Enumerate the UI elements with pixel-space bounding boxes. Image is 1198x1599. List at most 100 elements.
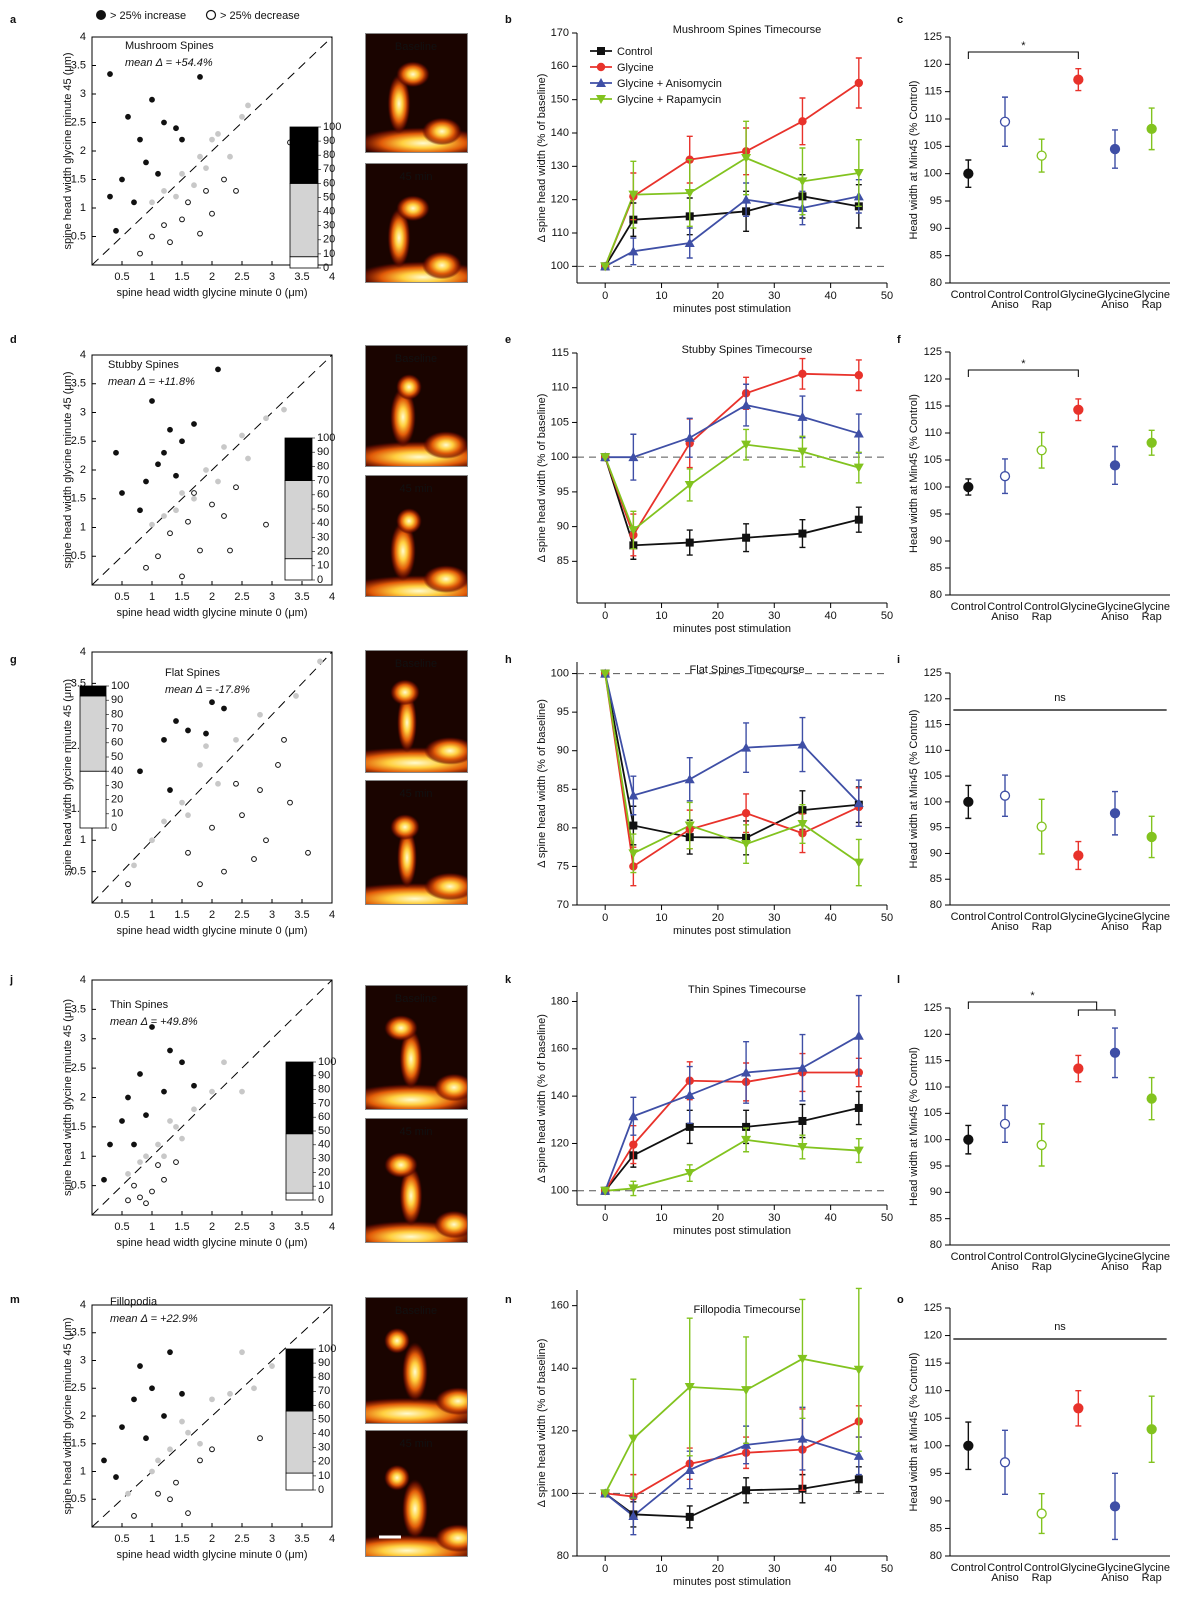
y-axis-label: Head width at Min45 (% Control) (908, 710, 920, 869)
y-tick-label: 80 (930, 589, 942, 601)
scatter-point (131, 1513, 137, 1519)
x-tick-label: 1.5 (174, 591, 189, 603)
y-tick-label: 140 (551, 127, 569, 139)
x-tick-label: 40 (825, 290, 837, 302)
y-tick-label: 95 (930, 1467, 942, 1479)
y-axis-label: Δ spine head width (% of baseline) (536, 699, 548, 868)
inset-tick-label: 100 (317, 432, 335, 444)
scatter-point (203, 467, 209, 473)
marker (742, 1122, 751, 1131)
x-tick-label: 0.5 (114, 1221, 129, 1233)
dot (999, 1457, 1011, 1468)
signal (424, 736, 468, 765)
inset-tick-label: 90 (111, 694, 123, 706)
x-tick-label: Rap (1142, 1261, 1162, 1273)
y-tick-label: 110 (551, 227, 569, 239)
y-tick-label: 140 (551, 1090, 569, 1102)
marker (628, 1434, 639, 1444)
scatter-point (227, 1390, 233, 1397)
x-tick-label: 50 (881, 912, 893, 924)
y-tick-label: 1.5 (71, 1121, 86, 1133)
signal (402, 1478, 428, 1539)
marker (797, 1433, 808, 1443)
scatter-point (119, 176, 125, 183)
scatter-point (125, 1170, 131, 1177)
dot (963, 168, 974, 179)
x-tick-label: Control (987, 1562, 1022, 1574)
x-tick-label: Glycine (1097, 1562, 1134, 1574)
scatter-point (275, 762, 281, 768)
y-axis-label: Head width at Min45 (% Control) (908, 394, 920, 553)
scatter-point (179, 1390, 185, 1397)
scatter-point (221, 705, 227, 712)
x-tick-label: 1 (149, 1533, 155, 1545)
x-tick-label: Glycine (1133, 1251, 1170, 1263)
scatter-point (125, 113, 131, 120)
y-axis-label: spine head width glycine minute 45 (μm) (62, 1317, 74, 1514)
signal (365, 746, 468, 773)
panel-letter: k (505, 974, 512, 986)
micrograph-frame (365, 650, 468, 773)
y-tick-label: 180 (551, 995, 569, 1007)
micrograph: 45 min (365, 475, 468, 597)
dot (999, 471, 1011, 482)
inset-tick-label: 60 (111, 737, 123, 749)
scatter-point (185, 1510, 191, 1517)
scatter-point (191, 490, 197, 496)
signal (384, 1464, 410, 1491)
y-tick-label: 95 (930, 195, 942, 207)
signal (396, 508, 422, 534)
x-tick-label: Glycine (1133, 911, 1170, 923)
x-tick-label: 3 (269, 909, 275, 921)
marker (741, 194, 752, 204)
inset-tick-label: 80 (317, 460, 329, 472)
panel-letter: m (10, 1294, 20, 1306)
dot (1146, 437, 1157, 448)
signal (423, 431, 468, 459)
series-line (604, 1437, 860, 1518)
x-tick-label: Control (951, 289, 986, 301)
inset-tick-label: 50 (323, 191, 335, 203)
x-tick-label: 2.5 (234, 1533, 249, 1545)
y-tick-label: 115 (924, 718, 942, 730)
marker (854, 1475, 863, 1484)
inset-tick-label: 50 (318, 1125, 330, 1137)
scatter-point (197, 1457, 203, 1464)
y-tick-label: 120 (551, 194, 569, 206)
signal (424, 872, 468, 901)
marker (741, 742, 752, 752)
x-tick-label: 0 (602, 290, 608, 302)
scatter-point (191, 182, 197, 189)
y-tick-label: 125 (924, 31, 942, 43)
x-tick-label: 1 (149, 909, 155, 921)
signal (387, 207, 411, 268)
series-line (604, 195, 860, 268)
y-tick-label: 110 (551, 382, 569, 394)
scatter-point (215, 131, 221, 137)
y-tick-label: 0.5 (71, 1493, 86, 1505)
micrograph-label: 45 min (399, 788, 432, 800)
scatter-point (107, 71, 113, 77)
x-tick-label: 40 (825, 912, 837, 924)
scatter-point (233, 188, 239, 194)
x-tick-label: 20 (712, 1212, 724, 1224)
signal (399, 1028, 423, 1089)
marker (797, 411, 808, 421)
scatter-point (191, 1082, 197, 1089)
scatter-point (185, 1429, 191, 1436)
inset-tick-label: 10 (318, 1470, 330, 1482)
y-tick-label: 80 (930, 899, 942, 911)
y-tick-label: 100 (551, 667, 569, 679)
y-tick-label: 105 (924, 1107, 942, 1119)
scatter-point (119, 1118, 125, 1124)
y-tick-label: 85 (930, 873, 942, 885)
marker (600, 262, 611, 272)
micrograph-label: 45 min (399, 483, 432, 495)
y-tick-label: 80 (930, 1550, 942, 1562)
x-tick-label: 50 (881, 290, 893, 302)
x-tick-label: 0.5 (114, 1533, 129, 1545)
signal (402, 1341, 428, 1402)
scatter-point (179, 170, 185, 177)
stack-segment (285, 1410, 314, 1474)
legend-label: Glycine + Anisomycin (617, 78, 722, 90)
